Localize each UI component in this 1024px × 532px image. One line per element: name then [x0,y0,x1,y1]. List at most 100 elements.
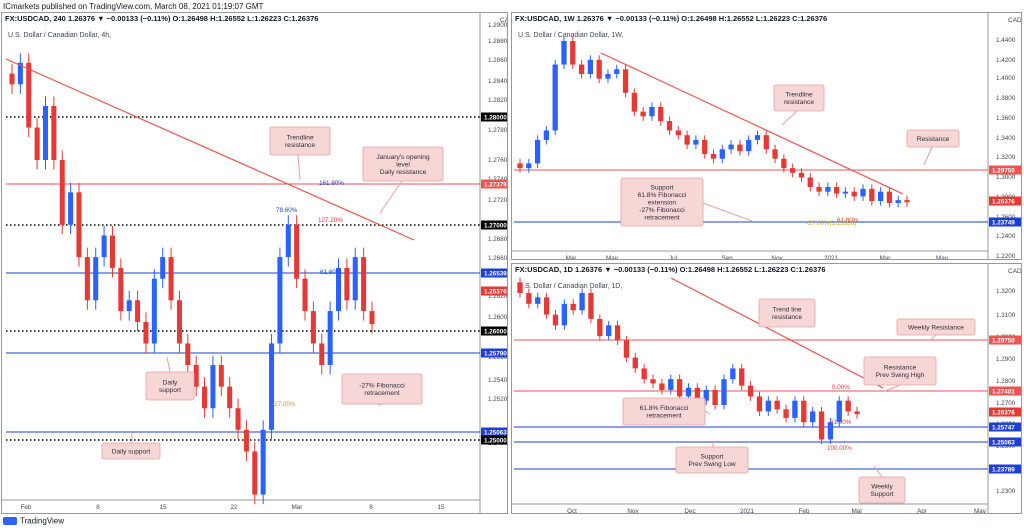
price-tag-label: 1.27000 [484,223,507,230]
callout-text: -27% Fibonacci [639,207,685,214]
callout-text: Prev Swing Low [688,461,736,468]
candle-body [632,357,638,369]
candle-body [614,325,621,341]
fib-label: 61.80% [837,217,859,224]
x-tick-label: Feb [21,504,32,511]
y-tick-label: 1.2680 [488,236,508,243]
symbol-label-1d: FX:USDCAD, 1D [515,265,573,274]
price-tag [481,112,507,122]
chart-title-4h: FX:USDCAD, 240 1.26376 ▼ −0.00133 (−0.11… [5,14,318,23]
callout-pointer [711,441,715,448]
candle-body [845,400,851,412]
candle-body [552,64,558,131]
callout-pointer [929,334,937,341]
callout-box [622,397,706,426]
candle-body [218,365,224,387]
price-tag [481,326,507,336]
y-tick-label: 1.2800 [996,378,1016,385]
y-tick-label: 1.2840 [488,78,508,85]
callout-text: Trendline [286,135,314,142]
symbol-label-4h: FX:USDCAD, 240 [5,14,66,23]
tradingview-brand: TradingView [20,516,65,526]
y-tick-label: 1.2880 [488,38,508,45]
price-tag [481,435,507,445]
ohlc-readout-1d: 1.26376 ▼ −0.00133 (−0.11%) O:1.26498 H:… [575,265,826,274]
candle-body [202,386,208,409]
y-tick-label: 1.2860 [488,57,508,64]
candle-body [126,300,132,312]
candle-body [666,121,673,131]
candle-body [737,144,743,152]
candle-body [84,257,90,301]
candle-body [543,297,550,315]
candle-body [517,163,523,169]
y-tick-label: 1.2760 [488,157,508,164]
callout-text: January's opening [376,154,430,161]
candle-body [361,257,367,312]
candle-body [517,282,523,294]
candle-body [772,149,778,159]
candle-body [526,163,532,169]
callout-box [906,129,960,148]
candle-body [622,69,629,93]
y-tick-label: 1.2900 [996,356,1016,363]
candle-body [534,139,541,164]
callout-pointer [704,410,711,415]
published-header: ICmarkets published on TradingView.com, … [3,2,264,11]
candle-body [703,389,709,401]
candle-body [579,293,585,311]
y-tick-label: 1.3100 [996,312,1016,319]
x-tick-label: 15 [159,504,167,511]
candle-body [640,111,646,117]
currency-label: CAD [500,17,508,24]
x-tick-label: Mar [880,255,891,260]
candle-body [685,387,692,397]
candle-body [886,191,893,203]
price-tag-label: 1.26000 [484,329,507,336]
candle-body [710,154,717,159]
candle-body [659,383,665,390]
callout-pointer [166,356,171,373]
candle-body [193,365,199,387]
y-tick-label: 1.2620 [488,293,508,300]
x-tick-label: Apr [917,508,927,514]
candle-body [185,343,191,366]
x-tick-label: 2021 [824,255,839,260]
chart-panel-1w[interactable]: FX:USDCAD, 1W 1.26376 ▼ −0.00133 (−0.11%… [511,12,1022,260]
candle-body [101,235,107,258]
callout-box [863,356,937,386]
candle-body [739,368,745,386]
callout-text: resistance [772,314,802,321]
candle-body [650,379,656,384]
candle-body [543,130,550,140]
price-tag-label: 1.27401 [992,389,1015,396]
candle-body [641,368,647,380]
chart-svg-4h: U.S. Dollar / Canadian Dollar, 4h,CAD1.2… [2,13,508,513]
candle-body [76,192,82,258]
candle-body [801,400,807,423]
price-tag-label: 1.25063 [484,430,507,437]
callout-box [341,373,423,405]
y-tick-label: 1.2200 [996,253,1016,260]
candle-body [587,59,594,74]
price-tag [989,386,1021,396]
price-tag [481,268,507,278]
tradingview-footer[interactable]: TradingView [3,516,64,525]
candle-body [277,257,283,344]
candle-body [763,135,769,150]
callout-text: Prev Swing High [876,372,925,379]
callout-box [145,371,195,401]
price-tag-label: 1.25790 [484,351,507,358]
chart-panel-4h[interactable]: FX:USDCAD, 240 1.26376 ▼ −0.00133 (−0.11… [1,12,508,514]
callout-pointer [379,180,403,214]
fib-label: 0.00% [832,384,850,391]
price-tag [989,422,1021,432]
candle-body [176,300,182,344]
candle-body [746,139,752,152]
callout-text: extension [648,199,677,206]
x-tick-label: 15 [437,504,445,511]
chart-panel-1d[interactable]: FX:USDCAD, 1D 1.26376 ▼ −0.00133 (−0.11%… [511,263,1022,514]
candle-body [851,191,857,197]
fib-label: 61.80% [830,419,852,426]
candle-body [675,130,681,136]
